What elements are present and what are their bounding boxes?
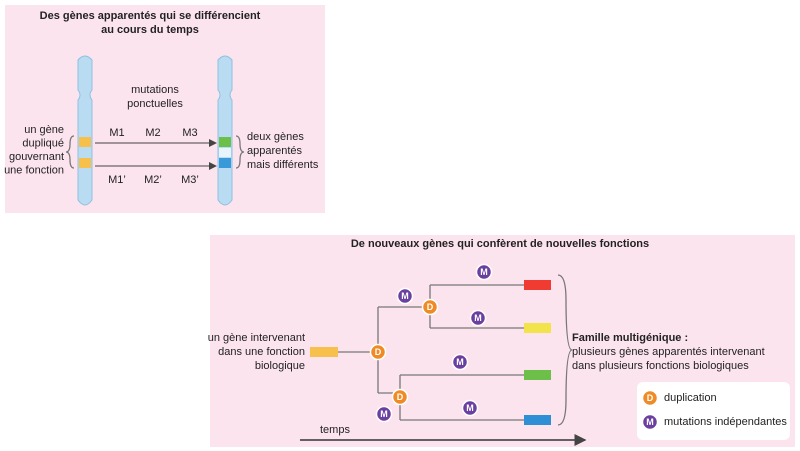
- gene: [524, 280, 551, 290]
- mutation-label: M3’: [181, 174, 199, 186]
- panel-bg: [5, 5, 325, 213]
- mutation-symbol: [451, 353, 469, 371]
- duplication-symbol: [421, 298, 439, 316]
- mutation-symbol: [475, 263, 493, 281]
- mutation-symbol-label: M: [401, 291, 409, 301]
- duplication-symbol: [391, 388, 409, 406]
- label: un gène: [24, 124, 64, 136]
- title: De nouveaux gènes qui confèrent de nouve…: [351, 238, 649, 250]
- label: ponctuelles: [127, 98, 183, 110]
- brace: [557, 274, 573, 426]
- gene: [219, 148, 231, 157]
- mutation-symbol-label: M: [480, 267, 488, 277]
- label: dans une fonction: [218, 346, 305, 358]
- gene: [310, 347, 338, 357]
- mutation-label: M2: [145, 127, 160, 139]
- duplication-symbol-label: D: [427, 302, 434, 312]
- label: Famille multigénique :: [572, 332, 688, 344]
- label: biologique: [255, 360, 305, 372]
- duplication-symbol: [369, 343, 387, 361]
- duplication-symbol: [641, 389, 659, 407]
- chromosome: [217, 55, 233, 206]
- label: un gène intervenant: [208, 332, 305, 344]
- label: mutations: [131, 84, 179, 96]
- label: temps: [320, 424, 350, 436]
- legend: [637, 382, 790, 440]
- label: dans plusieurs fonctions biologiques: [572, 360, 749, 372]
- title: au cours du temps: [101, 24, 199, 36]
- gene: [524, 370, 551, 380]
- mutation-symbol: [396, 287, 414, 305]
- label: deux gènes: [247, 131, 304, 143]
- mutation-symbol-label: M: [456, 357, 464, 367]
- mutation-symbol: [469, 309, 487, 327]
- chromosome: [77, 55, 93, 206]
- gene: [79, 137, 91, 147]
- mutation-label: M3: [182, 127, 197, 139]
- legend-label: mutations indépendantes: [664, 416, 787, 428]
- panel-1: Des gènes apparentés qui se différencien…: [5, 5, 325, 213]
- gene: [524, 415, 551, 425]
- brace: [65, 135, 75, 169]
- mutation-label: M1’: [108, 174, 126, 186]
- mutation-symbol: [375, 405, 393, 423]
- brace: [235, 135, 245, 169]
- mutation-symbol-label: M: [474, 313, 482, 323]
- label: mais différents: [247, 159, 319, 171]
- label: gouvernant: [9, 151, 64, 163]
- duplication-symbol-label: D: [647, 393, 654, 403]
- mutation-symbol: [461, 399, 479, 417]
- label: dupliqué: [22, 137, 64, 149]
- gene: [524, 323, 551, 333]
- panel-2: De nouveaux gènes qui confèrent de nouve…: [208, 235, 795, 447]
- gene: [219, 137, 231, 147]
- duplication-symbol-label: D: [397, 392, 404, 402]
- mutation-symbol-label: M: [646, 417, 654, 427]
- label: une fonction: [4, 164, 64, 176]
- mutation-label: M2’: [144, 174, 162, 186]
- title: Des gènes apparentés qui se différencien…: [40, 10, 261, 22]
- mutation-symbol-label: M: [380, 409, 388, 419]
- mutation-symbol: [641, 413, 659, 431]
- gene: [219, 158, 231, 168]
- gene: [79, 158, 91, 168]
- legend-label: duplication: [664, 392, 717, 404]
- mutation-label: M1: [109, 127, 124, 139]
- duplication-symbol-label: D: [375, 347, 382, 357]
- mutation-symbol-label: M: [466, 403, 474, 413]
- label: apparentés: [247, 145, 303, 157]
- label: plusieurs gènes apparentés intervenant: [572, 346, 765, 358]
